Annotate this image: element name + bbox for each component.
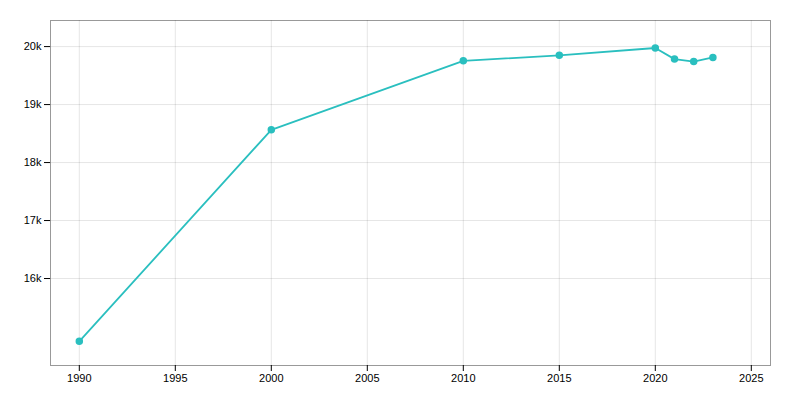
svg-text:2000: 2000 <box>259 372 283 384</box>
svg-text:2025: 2025 <box>739 372 763 384</box>
svg-text:19k: 19k <box>24 98 42 110</box>
svg-text:2020: 2020 <box>643 372 667 384</box>
svg-text:2005: 2005 <box>355 372 379 384</box>
svg-text:20k: 20k <box>24 40 42 52</box>
svg-text:18k: 18k <box>24 156 42 168</box>
svg-text:2010: 2010 <box>451 372 475 384</box>
svg-text:1990: 1990 <box>67 372 91 384</box>
svg-text:16k: 16k <box>24 272 42 284</box>
svg-text:17k: 17k <box>24 214 42 226</box>
svg-text:1995: 1995 <box>163 372 187 384</box>
svg-text:2015: 2015 <box>547 372 571 384</box>
